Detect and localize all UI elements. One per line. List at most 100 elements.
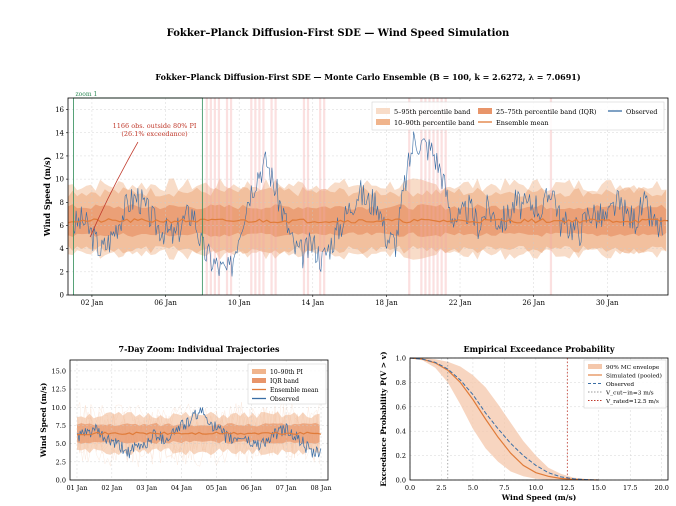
- exceedance-stripe: [262, 98, 265, 295]
- annotation-arrow: [89, 141, 139, 238]
- zoom-x-tick-label: 07 Jan: [276, 484, 297, 492]
- exceedance-stripe: [428, 98, 431, 295]
- exceedance-legend-label: V_cut−in=3 m/s: [605, 391, 654, 397]
- y-tick-label: 14: [55, 129, 64, 137]
- x-tick-label: 26 Jan: [522, 299, 545, 307]
- exceedance-stripe: [274, 98, 277, 295]
- legend-swatch: [376, 119, 390, 125]
- exceedance-legend-label: Observed: [606, 382, 634, 388]
- exceedance-stripe: [440, 98, 443, 295]
- zoom-observed-line: [76, 407, 322, 459]
- exceedance-stripe: [436, 98, 439, 295]
- x-tick-label: 18 Jan: [375, 299, 398, 307]
- legend-label: Ensemble mean: [496, 119, 549, 127]
- x-tick-label: 02 Jan: [81, 299, 104, 307]
- simulated-curve: [409, 357, 599, 481]
- exceedance-stripe: [323, 98, 326, 295]
- zoom-x-tick-label: 06 Jan: [241, 484, 262, 492]
- zoom-legend-label: Ensemble mean: [270, 387, 319, 394]
- exceedance-stripe: [213, 98, 216, 295]
- zoom-legend-label: Observed: [270, 396, 299, 403]
- zoom-legend-swatch: [252, 378, 266, 383]
- exceedance-stripe: [319, 98, 322, 295]
- zoom-chart: 7-Day Zoom: Individual Trajectories Wind …: [39, 344, 332, 492]
- y-tick-label: 8: [60, 199, 64, 207]
- exceedance-legend-label: V_rated=12.5 m/s: [605, 399, 659, 405]
- x-tick-label: 10 Jan: [228, 299, 251, 307]
- exceedance-y-tick-label: 0.8: [396, 379, 406, 387]
- exceedance-stripe: [420, 98, 423, 295]
- exceedance-stripe: [408, 98, 411, 295]
- plot-frame: [67, 97, 669, 296]
- exceedance-y-tick-label: 0.0: [396, 477, 406, 485]
- exceedance-y-axis-label: Exceedance Probability P(V > v): [379, 351, 388, 486]
- band-25-75: [68, 204, 667, 237]
- legend-label: 5–95th percentile band: [394, 108, 470, 116]
- chart-title: Fokker–Planck Diffusion-First SDE — Mont…: [155, 72, 580, 82]
- zoom-ensemble-mean-line: [77, 431, 322, 436]
- exceedance-stripe: [225, 98, 229, 295]
- zoom-y-tick-label: 2.5: [56, 458, 66, 466]
- annotation-line-2: (26.1% exceedance): [121, 130, 188, 138]
- legend-swatch: [478, 108, 492, 114]
- zoom-y-axis-label: Wind Speed (m/s): [39, 383, 48, 459]
- observed-curve: [409, 357, 599, 481]
- y-tick-label: 2: [60, 268, 64, 276]
- exceedance-x-tick-label: 7.5: [499, 484, 509, 492]
- exceedance-stripe: [209, 98, 212, 295]
- exceedance-legend-label: 90% MC envelope: [606, 365, 660, 371]
- zoom-legend-label: IQR band: [270, 378, 299, 385]
- zoom-x-tick-label: 05 Jan: [206, 484, 227, 492]
- exceedance-stripe: [270, 98, 273, 295]
- exceedance-x-tick-label: 12.5: [560, 484, 574, 492]
- y-tick-label: 16: [55, 106, 64, 114]
- zoom-plot-frame: [69, 359, 329, 481]
- exceedance-stripe: [217, 98, 221, 295]
- exceedance-stripe: [424, 98, 427, 295]
- zoom-x-tick-label: 01 Jan: [66, 484, 87, 492]
- legend-label: Observed: [626, 108, 657, 116]
- exceedance-legend-swatch: [588, 364, 602, 369]
- exceedance-x-tick-label: 2.5: [436, 484, 446, 492]
- exceedance-stripe: [302, 98, 306, 295]
- exceedance-x-tick-label: 10.0: [529, 484, 543, 492]
- zoom-legend-swatch: [252, 369, 266, 374]
- y-tick-label: 10: [55, 176, 64, 184]
- legend-label: 25–75th percentile band (IQR): [496, 108, 597, 116]
- zoom-chart-title: 7-Day Zoom: Individual Trajectories: [119, 344, 280, 354]
- exceedance-x-tick-label: 0.0: [405, 484, 415, 492]
- zoom-x-tick-label: 03 Jan: [136, 484, 157, 492]
- exceedance-stripe: [229, 98, 233, 295]
- legend-label: 10–90th percentile band: [394, 119, 475, 127]
- exceedance-stripe: [250, 98, 253, 295]
- zoom-y-tick-label: 15.0: [52, 367, 66, 375]
- x-tick-label: 06 Jan: [154, 299, 177, 307]
- zoom-y-tick-label: 12.5: [52, 386, 66, 394]
- x-tick-label: 22 Jan: [449, 299, 472, 307]
- exceedance-y-tick-label: 0.2: [396, 452, 406, 460]
- zoom-y-tick-label: 10.0: [52, 404, 66, 412]
- exceedance-stripe: [254, 98, 257, 295]
- mc-envelope: [410, 358, 599, 480]
- exceedance-x-tick-label: 20.0: [654, 484, 668, 492]
- exceedance-y-tick-label: 0.4: [396, 428, 406, 436]
- ensemble-chart: Fokker–Planck Diffusion-First SDE — Mont…: [42, 72, 669, 307]
- exceedance-x-axis-label: Wind Speed (m/s): [501, 493, 577, 502]
- annotation-line-1: 1166 obs. outside 80% PI: [113, 122, 197, 130]
- y-tick-label: 6: [60, 222, 65, 230]
- exceedance-x-tick-label: 15.0: [592, 484, 606, 492]
- y-tick-label: 0: [60, 292, 64, 300]
- exceedance-stripe: [258, 98, 261, 295]
- exceedance-plot-frame: [409, 357, 669, 481]
- ensemble-mean-line: [67, 218, 669, 224]
- exceedance-x-tick-label: 17.5: [623, 484, 637, 492]
- exceedance-y-tick-label: 1.0: [396, 355, 406, 363]
- exceedance-chart: Empirical Exceedance Probability Exceedan…: [379, 344, 669, 502]
- exceedance-stripe: [205, 98, 208, 295]
- zoom-label: zoom 1: [76, 91, 98, 98]
- zoom-y-tick-label: 7.5: [56, 422, 66, 430]
- y-axis-label: Wind Speed (m/s): [42, 157, 52, 238]
- zoom-y-tick-label: 0.0: [56, 477, 66, 485]
- exceedance-stripe: [306, 98, 310, 295]
- exceedance-x-tick-label: 5.0: [468, 484, 478, 492]
